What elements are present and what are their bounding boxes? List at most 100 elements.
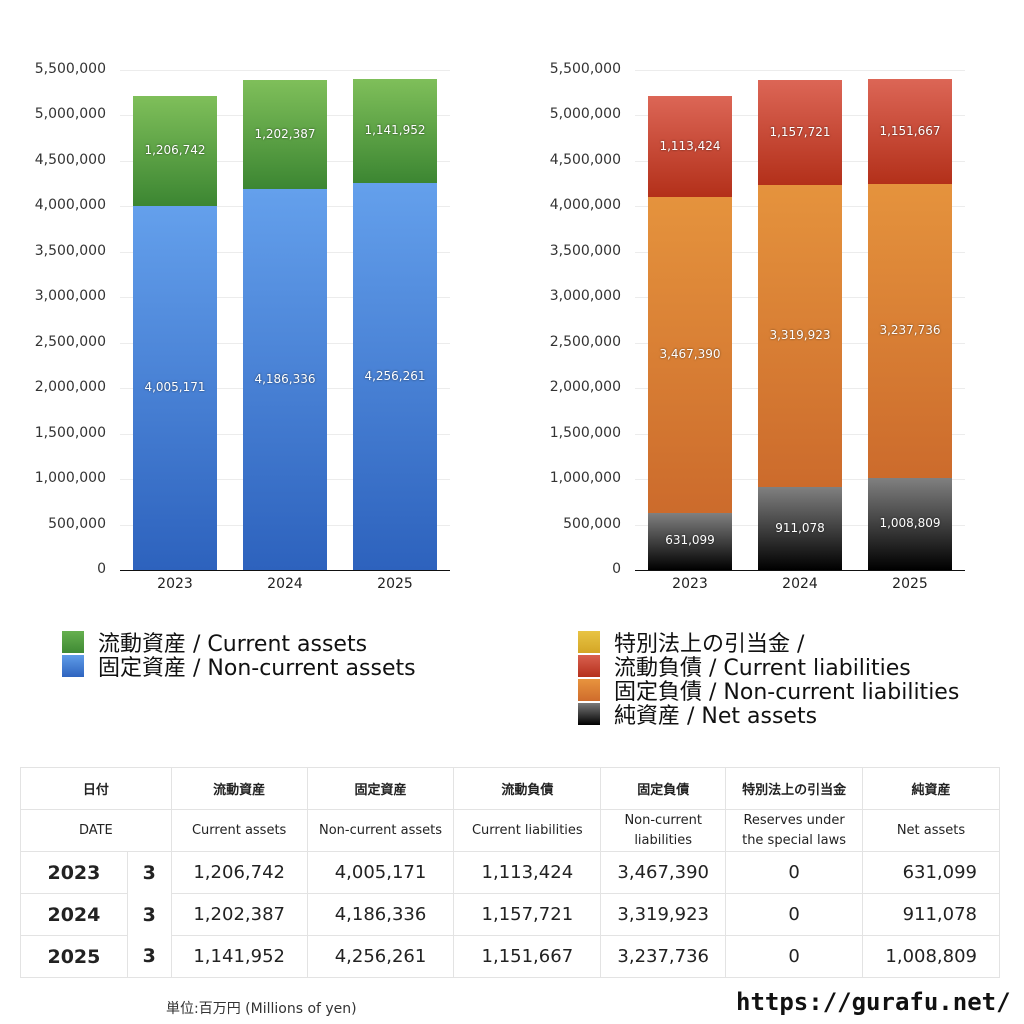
legend-item-reserves: 特別法上の引当金 / — [578, 630, 959, 657]
value-cell: 0 — [725, 851, 863, 894]
x-axis-line — [635, 570, 965, 571]
y-tick-label: 3,000,000 — [34, 288, 106, 305]
x-tick-label: 2025 — [377, 576, 413, 592]
data-label: 4,005,171 — [144, 379, 206, 394]
y-tick-label: 1,000,000 — [34, 470, 106, 487]
swatch-icon — [578, 679, 600, 701]
y-tick-label: 3,500,000 — [34, 242, 106, 259]
month-cell: 3 — [126, 935, 172, 978]
y-tick-label: 0 — [97, 561, 106, 577]
y-tick-label: 0 — [612, 561, 621, 577]
swatch-icon — [62, 655, 84, 677]
x-tick-label: 2024 — [782, 576, 818, 592]
header-row-en: DATE Current assets Non-current assets C… — [20, 809, 1000, 852]
value-cell: 3,237,736 — [600, 935, 727, 978]
y-tick-label: 1,500,000 — [549, 424, 621, 441]
value-cell: 1,151,667 — [453, 935, 602, 978]
y-tick-label: 2,000,000 — [34, 379, 106, 396]
bar-segment-noncurrent-assets: 4,256,261 — [353, 183, 437, 570]
bar-2024: 4,186,336 1,202,387 — [243, 70, 327, 570]
value-cell: 0 — [725, 935, 863, 978]
bar-2025: 4,256,261 1,141,952 — [353, 70, 437, 570]
value-cell: 4,256,261 — [306, 935, 455, 978]
y-tick-label: 4,000,000 — [549, 197, 621, 214]
gridline — [635, 70, 965, 71]
data-label: 3,467,390 — [659, 347, 721, 361]
gridline — [120, 70, 450, 71]
bar-2023: 631,099 3,467,390 1,113,424 — [648, 70, 732, 570]
bar-segment-net-assets: 631,099 — [648, 512, 732, 570]
bar-segment-net-assets: 1,008,809 — [868, 478, 952, 570]
y-tick-label: 5,500,000 — [549, 61, 621, 77]
y-tick-label: 4,500,000 — [549, 151, 621, 168]
bar-2023: 4,005,171 1,206,742 — [133, 70, 217, 570]
y-tick-label: 3,500,000 — [549, 242, 621, 259]
liabilities-chart: 5,500,000 5,000,000 4,500,000 4,000,000 3,50… — [549, 61, 965, 592]
y-tick-label: 4,500,000 — [34, 151, 106, 168]
value-cell: 0 — [725, 893, 863, 936]
data-label: 631,099 — [665, 533, 715, 548]
bar-segment-current-liabilities: 1,113,424 — [648, 96, 732, 198]
header-row-jp: 日付 流動資産 固定資産 流動負債 固定負債 特別法上の引当金 純資産 — [20, 767, 1000, 810]
unit-note: 単位:百万円 (Millions of yen) — [166, 1001, 357, 1017]
data-label: 3,237,736 — [879, 323, 941, 338]
y-tick-label: 1,000,000 — [549, 470, 621, 487]
table-row: 2023 3 1,206,742 4,005,171 1,113,424 3,467,39… — [20, 851, 1000, 894]
value-cell: 1,202,387 — [170, 893, 308, 936]
bar-segment-noncurrent-assets: 4,005,171 — [133, 205, 217, 570]
value-cell: 3,319,923 — [600, 893, 727, 936]
data-label: 4,186,336 — [254, 371, 316, 386]
data-table: 日付 流動資産 固定資産 流動負債 固定負債 特別法上の引当金 純資産 DATE… — [20, 767, 1000, 978]
bar-segment-noncurrent-liabilities: 3,467,390 — [648, 197, 732, 513]
value-cell: 1,008,809 — [862, 935, 1000, 978]
x-tick-label: 2023 — [672, 576, 708, 592]
data-label: 1,141,952 — [364, 123, 426, 138]
bar-2024: 911,078 3,319,923 1,157,721 — [758, 70, 842, 570]
y-tick-label: 2,500,000 — [34, 333, 106, 350]
bar-segment-noncurrent-liabilities: 3,319,923 — [758, 185, 842, 488]
bar-2025: 1,008,809 3,237,736 1,151,667 — [868, 70, 952, 570]
liabilities-legend: 特別法上の引当金 / 流動負債 / Current liabilities 固定… — [578, 630, 959, 729]
data-label: 4,256,261 — [364, 368, 426, 383]
data-label: 1,157,721 — [769, 124, 831, 139]
data-label: 1,113,424 — [659, 138, 721, 153]
y-tick-label: 5,000,000 — [34, 106, 106, 123]
y-tick-label: 2,500,000 — [549, 333, 621, 350]
year-cell: 2023 — [20, 851, 128, 894]
bar-segment-current-liabilities: 1,151,667 — [868, 79, 952, 184]
site-link[interactable]: https://gurafu.net/ — [736, 988, 1011, 1016]
swatch-icon — [578, 631, 600, 653]
legend-item-current-assets: 流動資産 / Current assets — [62, 630, 416, 657]
bar-segment-current-assets: 1,202,387 — [243, 80, 327, 190]
y-tick-label: 4,000,000 — [34, 197, 106, 214]
y-tick-label: 500,000 — [48, 515, 106, 532]
bar-segment-current-liabilities: 1,157,721 — [758, 80, 842, 186]
y-tick-label: 1,500,000 — [34, 424, 106, 441]
value-cell: 4,005,171 — [306, 851, 455, 894]
value-cell: 1,141,952 — [170, 935, 308, 978]
bar-segment-current-assets: 1,206,742 — [133, 96, 217, 206]
x-tick-label: 2025 — [892, 576, 928, 592]
legend-item-net-assets: 純資産 / Net assets — [578, 702, 959, 729]
legend-item-current-liabilities: 流動負債 / Current liabilities — [578, 654, 959, 681]
data-label: 1,151,667 — [879, 123, 941, 138]
swatch-icon — [62, 631, 84, 653]
table-row: 2024 3 1,202,387 4,186,336 1,157,721 3,319,92… — [20, 893, 1000, 936]
year-cell: 2025 — [20, 935, 128, 978]
year-cell: 2024 — [20, 893, 128, 936]
value-cell: 1,206,742 — [170, 851, 308, 894]
assets-chart: 5,500,000 5,000,000 4,500,000 4,000,000 3,50… — [0, 0, 470, 600]
y-tick-label: 5,500,000 — [34, 61, 106, 77]
table-row: 2025 3 1,141,952 4,256,261 1,151,667 3,237,73… — [20, 935, 1000, 978]
value-cell: 3,467,390 — [600, 851, 727, 894]
legend-item-noncurrent-liabilities: 固定負債 / Non-current liabilities — [578, 678, 959, 705]
assets-legend: 流動資産 / Current assets 固定資産 / Non-current… — [62, 630, 416, 681]
bar-segment-net-assets: 911,078 — [758, 487, 842, 570]
y-tick-label: 5,000,000 — [549, 106, 621, 123]
data-label: 1,206,742 — [144, 143, 206, 158]
x-tick-label: 2024 — [267, 576, 303, 592]
bar-segment-current-assets: 1,141,952 — [353, 79, 437, 184]
value-cell: 631,099 — [862, 851, 1000, 894]
swatch-icon — [578, 655, 600, 677]
y-tick-label: 500,000 — [563, 515, 621, 532]
